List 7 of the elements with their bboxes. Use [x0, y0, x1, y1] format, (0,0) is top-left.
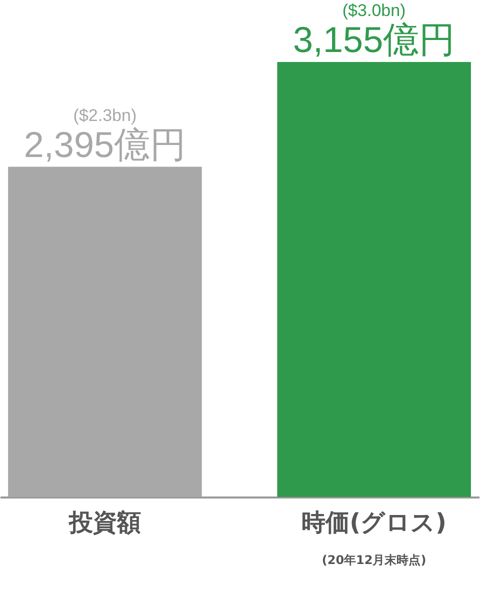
data-label: 2,395億円 [24, 124, 186, 165]
data-label: 3,155億円 [293, 19, 456, 60]
annotation: ($3.0bn) [342, 1, 406, 20]
x-tick-label: 投資額 [68, 508, 141, 536]
x-tick-label: 時価(グロス) [302, 508, 447, 536]
text: (20年12月末時点) [322, 553, 426, 567]
annotation: ($2.3bn) [73, 106, 137, 125]
